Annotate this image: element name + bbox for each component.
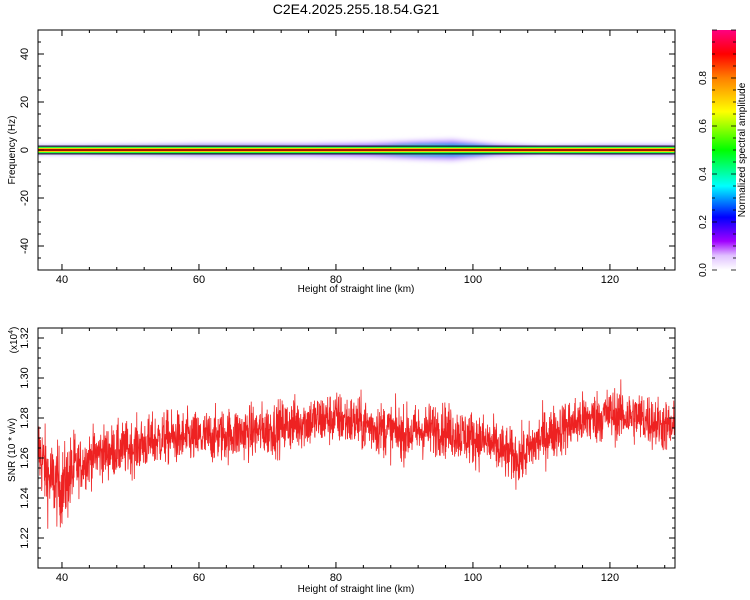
x-tick-label: 120 <box>601 572 619 584</box>
x-tick-label: 40 <box>56 274 68 286</box>
x-tick-label: 80 <box>330 274 342 286</box>
x-tick-label: 80 <box>330 572 342 584</box>
snr-multiplier-base: (x10 <box>9 333 20 353</box>
colorbar-tick-label: 0.2 <box>698 215 709 229</box>
colorbar-tick-label: 0.8 <box>698 71 709 85</box>
figure-title: C2E4.2025.255.18.54.G21 <box>273 1 440 17</box>
spectrogram-x-ticks: 40 60 80 100 120 <box>56 30 666 286</box>
spectrogram-x-axis-label: Height of straight line (km) <box>298 284 415 295</box>
colorbar-gradient <box>712 30 736 270</box>
x-tick-label: 120 <box>601 274 619 286</box>
y-tick-label: 40 <box>19 48 31 60</box>
snr-series-line <box>38 379 675 529</box>
colorbar-tick-label: 0.6 <box>698 119 709 133</box>
x-tick-label: 100 <box>464 572 482 584</box>
spectrogram-panel: 40 60 80 100 120 -40 -20 0 20 40 Height of strai… <box>7 29 676 295</box>
x-tick-label: 100 <box>464 274 482 286</box>
y-tick-label: 1.30 <box>19 367 31 388</box>
x-tick-label: 60 <box>193 572 205 584</box>
colorbar-tick-label: 0.0 <box>698 263 709 277</box>
y-tick-label: 1.32 <box>19 327 31 348</box>
snr-x-axis-label: Height of straight line (km) <box>298 584 415 595</box>
snr-y-multiplier: (x104) <box>8 327 20 354</box>
y-tick-label: 1.26 <box>19 447 31 468</box>
svg-text:(x104): (x104) <box>8 327 20 354</box>
snr-y-axis-label: SNR (10 * v/v) <box>7 418 18 482</box>
y-tick-label: 20 <box>19 96 31 108</box>
colorbar-label: Normalized spectral amplitude <box>737 82 748 217</box>
y-tick-label: 0 <box>19 147 31 153</box>
colorbar: 0.0 0.2 0.4 0.6 0.8 Normalized spectral ampl… <box>698 29 748 277</box>
x-tick-label: 40 <box>56 572 68 584</box>
spectrogram-y-axis-label: Frequency (Hz) <box>7 116 18 185</box>
snr-panel: 40 60 80 100 120 1.22 1.24 1.26 1.28 1.30 1.32 He… <box>7 327 676 595</box>
y-tick-label: -40 <box>19 238 31 254</box>
y-tick-label: 1.24 <box>19 487 31 508</box>
snr-y-ticks: 1.22 1.24 1.26 1.28 1.30 1.32 <box>19 327 675 569</box>
spectrogram-heatmap <box>38 138 675 162</box>
y-tick-label: 1.22 <box>19 527 31 548</box>
snr-x-ticks: 40 60 80 100 120 <box>56 328 666 584</box>
x-tick-label: 60 <box>193 274 205 286</box>
snr-multiplier-exp: 4 <box>8 330 15 334</box>
y-tick-label: 1.28 <box>19 407 31 428</box>
colorbar-ticks: 0.0 0.2 0.4 0.6 0.8 <box>698 29 736 277</box>
spectrogram-y-ticks: -40 -20 0 20 40 <box>19 29 675 271</box>
colorbar-tick-label: 0.4 <box>698 167 709 181</box>
y-tick-label: -20 <box>19 190 31 206</box>
